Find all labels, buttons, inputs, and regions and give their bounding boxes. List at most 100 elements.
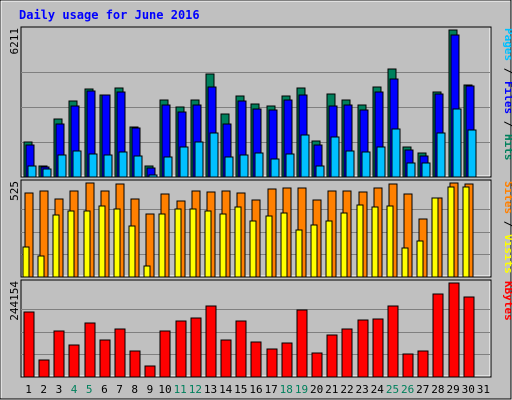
bar-kbytes-day-13 xyxy=(205,305,217,378)
bar-visits-day-6 xyxy=(98,205,106,278)
bar-visits-day-20 xyxy=(310,224,318,278)
bar-visits-day-18 xyxy=(280,212,288,278)
legend-separator: / xyxy=(502,214,512,234)
bar-pages-day-25 xyxy=(391,128,401,178)
bar-kbytes-day-9 xyxy=(144,365,156,378)
day-label-22: 22 xyxy=(340,383,353,396)
day-label-8: 8 xyxy=(131,383,138,396)
bar-kbytes-day-23 xyxy=(357,319,369,378)
legend-entry-sites: Sites xyxy=(502,181,512,214)
bar-pages-day-1 xyxy=(27,165,37,178)
day-label-10: 10 xyxy=(158,383,171,396)
day-label-9: 9 xyxy=(147,383,154,396)
y-max-label: 525 xyxy=(8,181,21,201)
day-label-24: 24 xyxy=(371,383,385,396)
bar-kbytes-day-25 xyxy=(387,305,399,378)
bar-kbytes-day-18 xyxy=(281,342,293,378)
bar-kbytes-day-15 xyxy=(235,320,247,378)
bar-kbytes-day-24 xyxy=(372,318,384,378)
bar-visits-day-9 xyxy=(143,265,151,278)
bar-pages-day-29 xyxy=(452,108,462,178)
bar-pages-day-9 xyxy=(148,174,158,178)
day-label-20: 20 xyxy=(310,383,323,396)
day-label-26: 26 xyxy=(401,383,414,396)
bar-pages-day-18 xyxy=(285,153,295,178)
bar-visits-day-19 xyxy=(295,229,303,278)
bar-visits-day-22 xyxy=(340,212,348,278)
y-max-label: 244154 xyxy=(8,281,21,321)
bar-kbytes-day-2 xyxy=(38,359,50,378)
bar-kbytes-day-11 xyxy=(175,320,187,378)
legend-entry-kbytes: KBytes xyxy=(502,281,512,321)
bar-visits-day-16 xyxy=(249,220,257,278)
day-label-25: 25 xyxy=(386,383,399,396)
bar-visits-day-5 xyxy=(83,210,91,278)
bar-visits-day-8 xyxy=(128,225,136,278)
day-label-31: 31 xyxy=(477,383,490,396)
bar-visits-day-2 xyxy=(37,255,45,278)
day-label-28: 28 xyxy=(431,383,444,396)
bar-visits-day-25 xyxy=(386,205,394,278)
day-label-13: 13 xyxy=(204,383,217,396)
bar-kbytes-day-22 xyxy=(341,328,353,378)
bar-visits-day-29 xyxy=(447,186,455,278)
bar-pages-day-17 xyxy=(270,158,280,178)
bar-pages-day-14 xyxy=(224,156,234,178)
bar-pages-day-21 xyxy=(330,136,340,178)
bar-kbytes-day-3 xyxy=(53,330,65,378)
panel-legend: Pages / Files / Hits xyxy=(502,28,512,161)
bar-visits-day-15 xyxy=(234,206,242,278)
bar-pages-day-10 xyxy=(163,156,173,178)
day-label-23: 23 xyxy=(355,383,368,396)
bar-pages-day-24 xyxy=(376,146,386,178)
bar-visits-day-26 xyxy=(401,247,409,278)
chart-panels: 6211 Pages / Files / Hits 525 Sites / Visit… xyxy=(8,26,512,378)
bar-kbytes-day-12 xyxy=(190,317,202,378)
bar-pages-day-28 xyxy=(436,132,446,178)
bar-kbytes-day-29 xyxy=(448,282,460,378)
day-labels: 1 2 3 4 5 6 7 8 9 10 11 12 13 14 15 16 17 18 19 20 21 22 23 24 2… xyxy=(25,383,490,396)
bar-kbytes-day-28 xyxy=(432,293,444,378)
legend-separator: / xyxy=(502,61,512,81)
day-label-5: 5 xyxy=(86,383,93,396)
bar-pages-day-19 xyxy=(300,134,310,178)
panel-kbytes: 244154 KBytes xyxy=(8,279,512,378)
bar-kbytes-day-1 xyxy=(23,311,35,378)
day-label-30: 30 xyxy=(462,383,475,396)
bar-pages-day-7 xyxy=(118,151,128,178)
panel-visits-sites: 525 Sites / Visits xyxy=(8,179,512,278)
bar-pages-day-23 xyxy=(361,151,371,178)
bar-pages-day-11 xyxy=(179,146,189,178)
bar-pages-day-22 xyxy=(345,150,355,178)
bar-kbytes-day-19 xyxy=(296,309,308,378)
bar-pages-day-15 xyxy=(239,154,249,178)
bar-pages-day-30 xyxy=(467,129,477,178)
legend-entry-files: Files xyxy=(502,81,512,114)
day-label-19: 19 xyxy=(295,383,308,396)
bar-kbytes-day-4 xyxy=(68,344,80,378)
bar-visits-day-23 xyxy=(356,204,364,278)
bar-visits-day-1 xyxy=(22,246,30,278)
bar-kbytes-day-6 xyxy=(99,339,111,378)
day-label-2: 2 xyxy=(40,383,47,396)
bar-visits-day-12 xyxy=(189,208,197,278)
bar-kbytes-day-5 xyxy=(84,322,96,378)
bar-kbytes-day-20 xyxy=(311,352,323,378)
bar-pages-day-16 xyxy=(254,152,264,178)
bar-pages-day-26 xyxy=(406,162,416,178)
bar-visits-day-17 xyxy=(265,215,273,278)
day-label-3: 3 xyxy=(56,383,63,396)
bar-pages-day-6 xyxy=(103,154,113,178)
day-label-4: 4 xyxy=(71,383,78,396)
day-label-1: 1 xyxy=(25,383,32,396)
bar-pages-day-27 xyxy=(421,162,431,178)
bar-visits-day-3 xyxy=(52,214,60,278)
day-label-11: 11 xyxy=(174,383,187,396)
day-label-18: 18 xyxy=(280,383,293,396)
day-label-16: 16 xyxy=(249,383,262,396)
bar-visits-day-7 xyxy=(113,208,121,278)
chart-title: Daily usage for June 2016 xyxy=(19,8,200,22)
day-label-12: 12 xyxy=(189,383,202,396)
bar-pages-day-4 xyxy=(72,150,82,178)
